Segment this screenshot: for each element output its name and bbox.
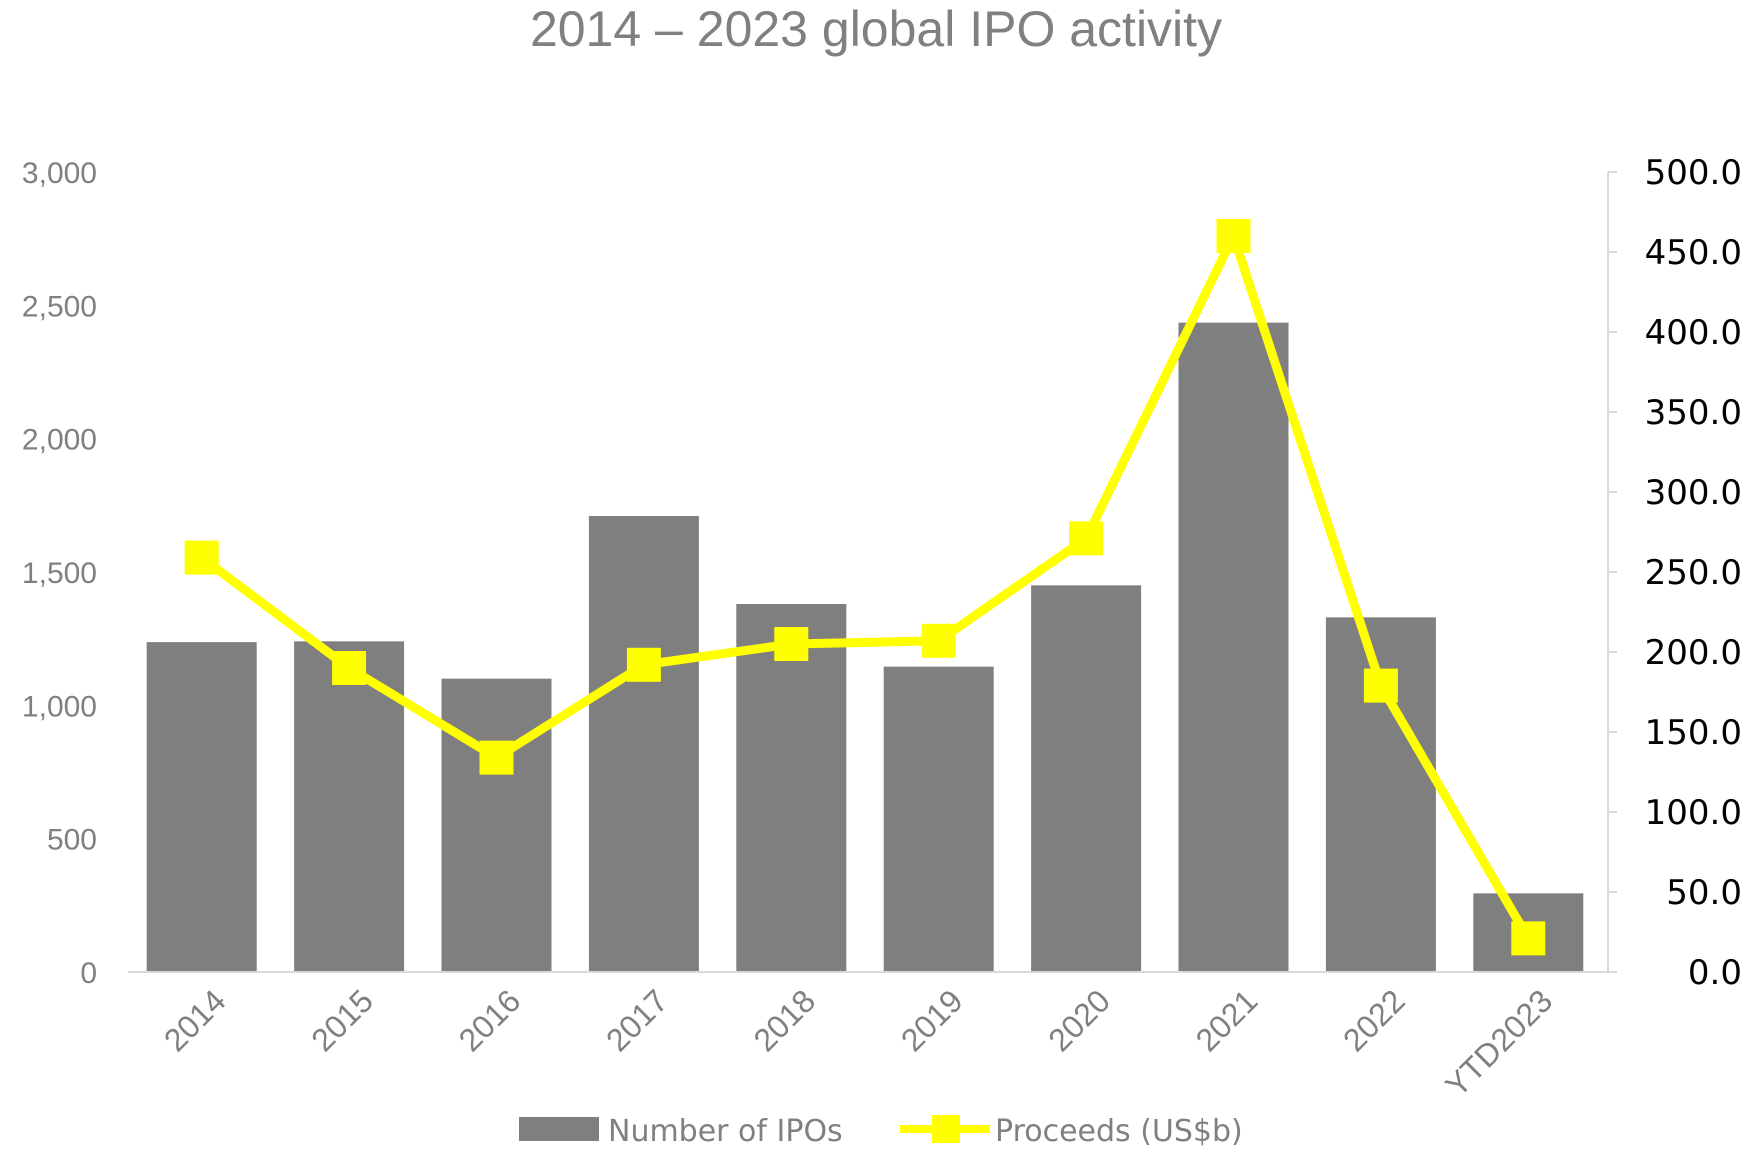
line-marker [479,740,514,775]
left-tick-label: 2,500 [22,290,97,323]
bar [146,642,257,972]
bar [736,604,847,972]
bar [1178,322,1289,973]
left-axis: 0 500 1,000 1,500 2,000 2,500 3,000 [22,157,97,990]
left-tick-label: 2,000 [22,424,97,457]
bar [883,666,994,972]
line-marker [1216,219,1251,253]
x-tick-label: 2017 [599,982,675,1058]
right-tick-label: 150.0 [1645,713,1742,753]
left-tick-label: 0 [80,957,97,990]
right-tick-label: 400.0 [1645,313,1742,353]
left-tick-label: 1,500 [22,557,97,590]
left-tick-label: 1,000 [22,690,97,723]
x-tick-label: 2018 [746,982,822,1058]
bar-series [146,322,1584,973]
left-tick-label: 500 [47,824,97,857]
bar [441,678,552,972]
line-series [184,219,1546,956]
line-marker [1069,521,1104,556]
x-tick-label: 2014 [157,982,233,1058]
x-tick-label: 2022 [1336,982,1412,1058]
line-marker [1363,668,1398,703]
right-tick-label: 50.0 [1666,873,1742,913]
legend-label-bars: Number of IPOs [608,1114,843,1149]
chart-title: 2014 – 2023 global IPO activity [530,1,1222,57]
x-tick-label: 2016 [452,982,528,1058]
legend-swatch-bars [519,1117,599,1141]
legend-label-line: Proceeds (US$b) [995,1114,1243,1149]
x-tick-label: 2021 [1189,982,1265,1058]
line-marker [626,647,661,682]
line-marker [1511,921,1546,956]
proceeds-line [199,231,1533,941]
x-axis: 2014 2015 2016 2017 2018 2019 2020 2021 2022 YTD2… [157,982,1559,1103]
line-marker [332,651,367,685]
bar [1031,585,1142,972]
right-tick-label: 200.0 [1645,633,1742,673]
right-tick-label: 500.0 [1645,153,1742,193]
right-tick-label: 0.0 [1688,953,1742,993]
right-tick-label: 100.0 [1645,793,1742,833]
legend-swatch-marker [932,1115,960,1143]
right-tick-label: 350.0 [1645,393,1742,433]
x-tick-label: YTD2023 [1438,982,1559,1103]
line-marker [184,540,219,575]
left-tick-label: 3,000 [22,157,97,190]
right-tick-label: 300.0 [1645,473,1742,513]
legend: Number of IPOs Proceeds (US$b) [519,1114,1243,1149]
line-marker [921,623,956,658]
right-tick-label: 250.0 [1645,553,1742,593]
right-axis: 0.0 50.0 100.0 150.0 200.0 250.0 300.0 350.0 400… [1607,153,1742,993]
right-tick-label: 450.0 [1645,233,1742,273]
line-marker [774,627,809,661]
bar [588,516,699,972]
bar [294,641,405,972]
x-tick-label: 2015 [304,982,380,1058]
x-tick-label: 2020 [1041,982,1117,1058]
x-tick-label: 2019 [894,982,970,1058]
